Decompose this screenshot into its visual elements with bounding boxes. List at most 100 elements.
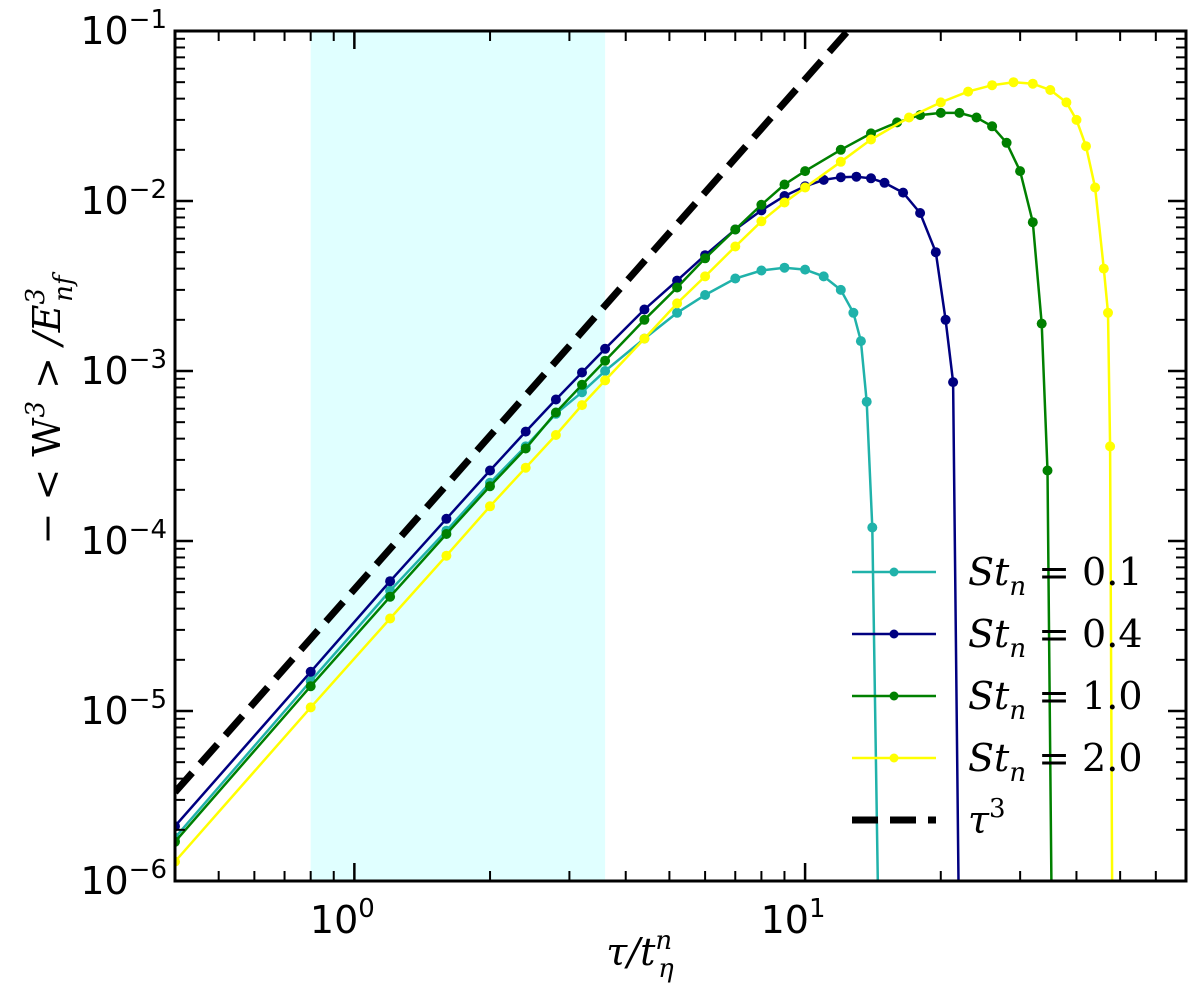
data-point — [520, 426, 531, 437]
data-point — [672, 307, 683, 318]
data-point — [756, 216, 767, 227]
data-point — [577, 367, 587, 378]
legend-label: Stn = 1.0 — [968, 674, 1143, 726]
data-point — [639, 314, 650, 325]
data-point — [835, 144, 846, 155]
data-point — [867, 522, 878, 533]
data-point — [485, 481, 495, 492]
data-point — [730, 241, 741, 252]
data-point — [954, 107, 965, 118]
y-tick-label: 10−2 — [80, 175, 167, 223]
legend-swatch-marker — [889, 753, 899, 763]
reference-line-tau3 — [175, 31, 853, 795]
data-point — [1061, 97, 1072, 108]
data-point — [930, 247, 941, 258]
data-point — [550, 430, 561, 440]
data-point — [779, 197, 790, 208]
data-point — [1045, 85, 1056, 95]
data-point — [904, 112, 914, 123]
y-axis-label: − < W3 > /E3nf — [21, 271, 79, 544]
data-point — [1027, 78, 1038, 89]
legend-label-reference: τ3 — [968, 794, 1006, 842]
data-point — [385, 591, 396, 602]
data-point — [550, 394, 561, 405]
data-point — [485, 465, 495, 476]
data-point — [600, 343, 611, 354]
y-tick-label: 10−3 — [80, 345, 167, 393]
data-point — [756, 199, 767, 210]
data-point — [1090, 182, 1101, 193]
legend-label: Stn = 0.1 — [968, 550, 1143, 602]
data-point — [879, 177, 890, 188]
data-point — [385, 576, 396, 587]
data-point — [1036, 318, 1047, 329]
data-point — [577, 387, 587, 398]
data-point — [1008, 77, 1019, 88]
data-point — [1015, 166, 1026, 177]
highlight-region — [310, 31, 606, 881]
data-point — [971, 112, 982, 123]
data-point — [577, 400, 587, 411]
series-layer — [175, 77, 1116, 881]
data-point — [1105, 441, 1116, 452]
data-point — [600, 375, 611, 386]
data-point — [1103, 307, 1113, 318]
ticks-layer: 100 101 10−6 10−5 10−4 10−3 10−2 10−1 — [80, 5, 1187, 942]
data-point — [855, 336, 866, 347]
data-point — [987, 80, 998, 91]
data-point — [948, 377, 959, 388]
data-point — [779, 262, 790, 273]
data-point — [577, 379, 587, 390]
data-point — [963, 86, 974, 97]
data-point — [639, 304, 650, 315]
legend-item-reference: τ3 — [852, 794, 1006, 842]
reference-layer — [175, 31, 853, 795]
data-point — [779, 179, 790, 190]
legend-label: Stn = 0.4 — [968, 612, 1143, 664]
data-point — [672, 298, 683, 309]
data-point — [672, 282, 683, 293]
data-point — [730, 273, 741, 284]
data-point — [600, 355, 611, 366]
y-tick-label: 10−5 — [80, 685, 167, 733]
legend-label: Stn = 2.0 — [968, 736, 1143, 788]
data-point — [1042, 465, 1053, 476]
y-tick-label: 10−6 — [80, 855, 167, 903]
data-point — [639, 333, 650, 344]
data-point — [1001, 137, 1012, 148]
data-point — [1081, 141, 1091, 152]
data-point — [550, 407, 561, 418]
data-point — [861, 396, 872, 407]
legend: Stn = 0.1 Stn = 0.4 Stn = 1.0 Stn = 2.0 τ3 — [852, 550, 1143, 842]
y-tick-label: 10−4 — [80, 515, 167, 563]
x-tick-label: 100 — [310, 894, 375, 942]
series-2.0 — [175, 77, 1116, 881]
series-1.0 — [175, 107, 1053, 881]
data-point — [305, 681, 316, 692]
legend-item: Stn = 1.0 — [852, 674, 1143, 726]
legend-swatch-marker — [889, 691, 899, 701]
data-point — [700, 253, 711, 264]
y-tick-label: 10−1 — [80, 5, 167, 53]
series-line — [175, 111, 1053, 881]
data-point — [987, 121, 998, 132]
data-point — [700, 290, 711, 300]
data-point — [848, 307, 859, 318]
data-point — [851, 171, 862, 182]
legend-swatch-marker — [889, 567, 899, 577]
data-point — [305, 666, 316, 677]
data-point — [800, 182, 811, 193]
legend-swatch-marker — [889, 629, 899, 639]
data-point — [800, 264, 811, 275]
plot-frame — [173, 29, 1188, 883]
x-axis-label: τ/tn η — [606, 926, 674, 984]
legend-item: Stn = 0.1 — [852, 550, 1143, 602]
plot-area — [175, 31, 1116, 881]
data-point — [305, 702, 316, 713]
data-point — [835, 284, 846, 295]
data-point — [898, 187, 909, 198]
data-point — [385, 613, 396, 624]
data-point — [940, 314, 951, 325]
data-point — [1071, 114, 1082, 125]
data-point — [866, 134, 876, 145]
